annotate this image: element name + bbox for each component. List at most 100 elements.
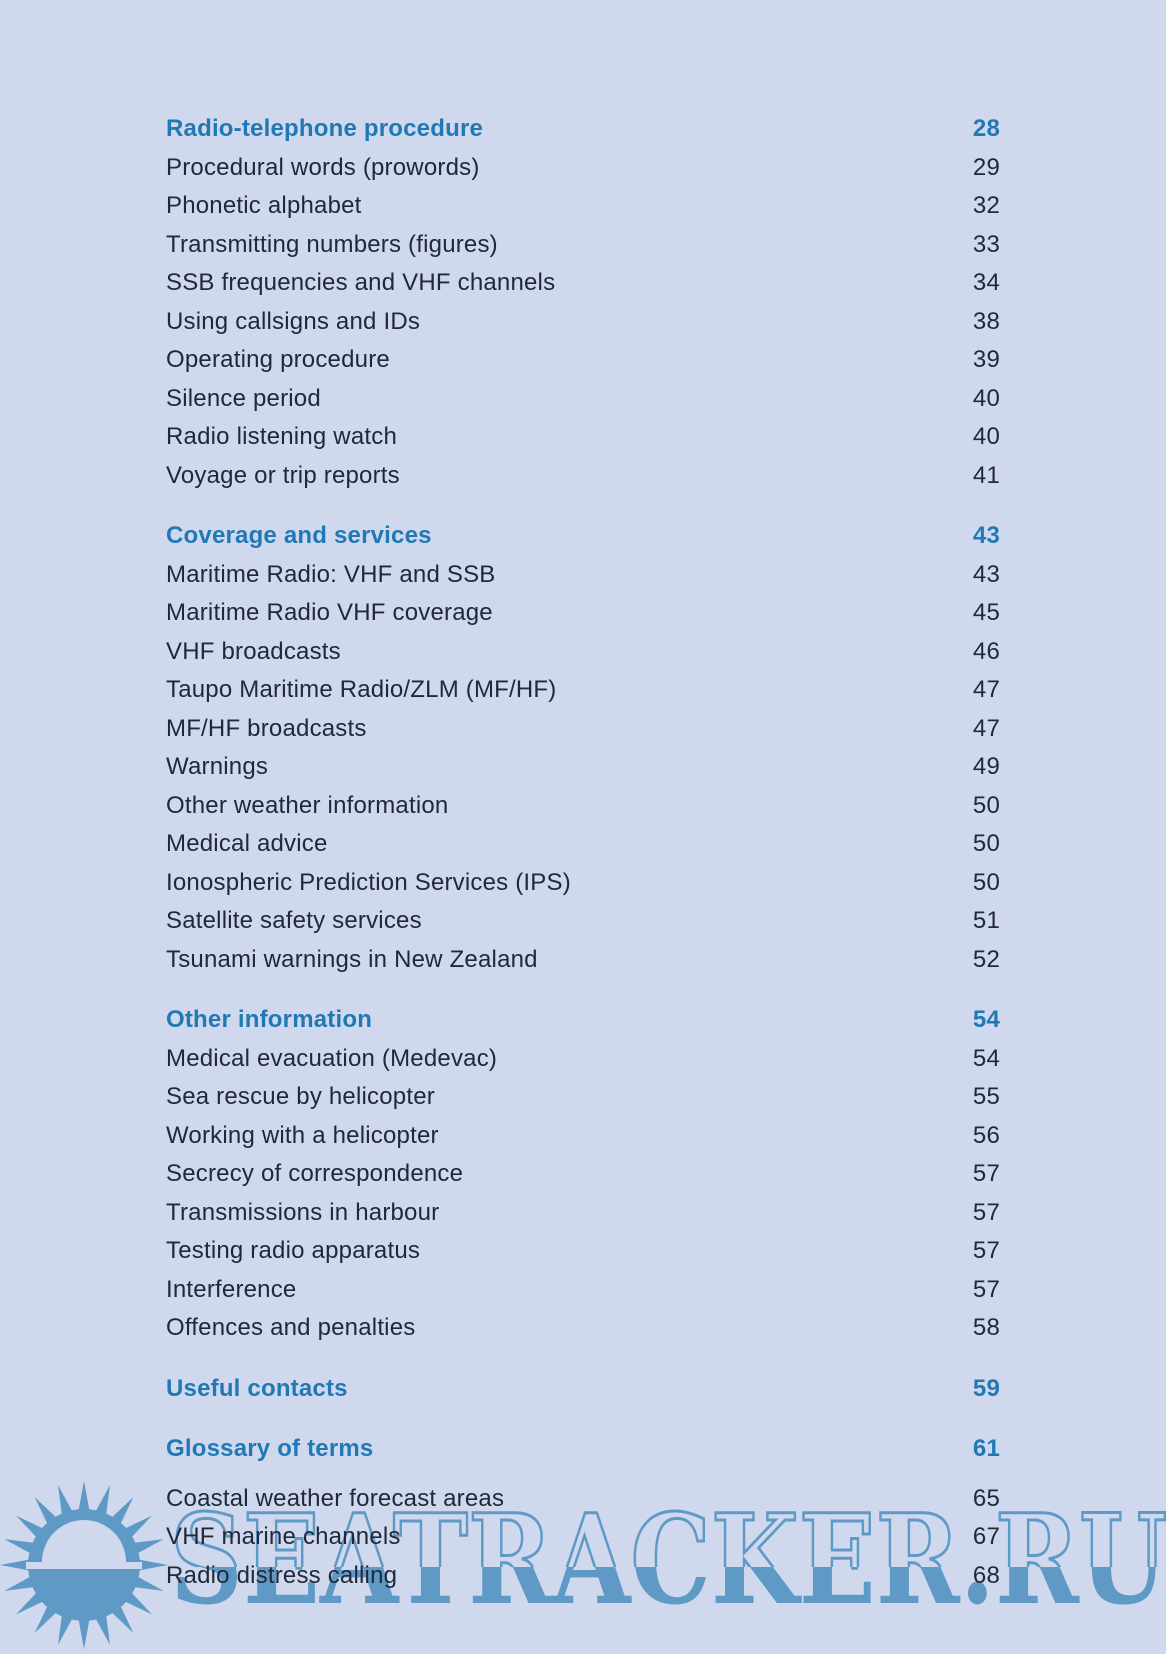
toc-entry-row: Maritime Radio: VHF and SSB 43 [166, 556, 1000, 595]
toc-entry-page: 40 [972, 423, 1000, 451]
toc-entry-label: VHF marine channels [166, 1523, 401, 1551]
toc-heading-row: Useful contacts 59 [166, 1370, 1000, 1409]
toc-section: Useful contacts 59 [166, 1370, 1000, 1409]
toc-entry-label: Procedural words (prowords) [166, 153, 480, 181]
toc-heading-page: 43 [972, 522, 1000, 550]
toc-entry-label: SSB frequencies and VHF channels [166, 269, 556, 297]
toc-entry-page: 54 [972, 1044, 1000, 1072]
toc-entry-page: 33 [972, 230, 1000, 258]
toc-entry-row: Working with a helicopter 56 [166, 1117, 1000, 1156]
toc-entry-row: MF/HF broadcasts 47 [166, 710, 1000, 749]
toc-entry-label: Medical evacuation (Medevac) [166, 1044, 498, 1072]
toc-entry-page: 46 [972, 637, 1000, 665]
toc-entry-label: Maritime Radio: VHF and SSB [166, 560, 496, 588]
toc-entry-label: Warnings [166, 753, 269, 781]
toc-entry-page: 57 [972, 1275, 1000, 1303]
toc-entry-row: Radio distress calling 68 [166, 1557, 1000, 1596]
toc-section: Coverage and services 43 Maritime Radio:… [166, 517, 1000, 979]
toc-entry-row: Transmissions in harbour 57 [166, 1194, 1000, 1233]
toc-entry-page: 45 [972, 599, 1000, 627]
toc-heading-page: 61 [972, 1435, 1000, 1463]
toc-entry-page: 58 [972, 1314, 1000, 1342]
toc-entry-row: Interference 57 [166, 1271, 1000, 1310]
toc-entry-page: 38 [972, 307, 1000, 335]
toc-section: Other information 54 Medical evacuation … [166, 1001, 1000, 1348]
sun-disc [28, 1509, 140, 1621]
toc-entry-page: 50 [972, 868, 1000, 896]
toc-heading-label: Glossary of terms [166, 1435, 374, 1463]
toc-entry-page: 32 [972, 192, 1000, 220]
toc-entry-label: Secrecy of correspondence [166, 1160, 464, 1188]
toc-entry-label: Testing radio apparatus [166, 1237, 421, 1265]
toc-entry-label: VHF broadcasts [166, 637, 341, 665]
toc-entry-page: 67 [972, 1523, 1000, 1551]
toc-entry-page: 68 [972, 1561, 1000, 1589]
toc-entry-row: Maritime Radio VHF coverage 45 [166, 594, 1000, 633]
toc-entry-row: Sea rescue by helicopter 55 [166, 1078, 1000, 1117]
toc-entry-label: Phonetic alphabet [166, 192, 362, 220]
toc-entry-label: Maritime Radio VHF coverage [166, 599, 493, 627]
toc-entry-page: 50 [972, 830, 1000, 858]
toc-entry-row: Silence period 40 [166, 380, 1000, 419]
toc-entry-row: Other weather information 50 [166, 787, 1000, 826]
toc-entry-label: Working with a helicopter [166, 1121, 439, 1149]
toc-entry-label: Satellite safety services [166, 907, 422, 935]
toc-entry-row: Operating procedure 39 [166, 341, 1000, 380]
toc-entry-row: Radio listening watch 40 [166, 418, 1000, 457]
toc-entry-label: Voyage or trip reports [166, 461, 400, 489]
toc-entry-page: 49 [972, 753, 1000, 781]
toc-entry-label: Ionospheric Prediction Services (IPS) [166, 868, 571, 896]
sun-waterline [26, 1562, 142, 1569]
toc-entry-label: Other weather information [166, 791, 449, 819]
toc-entry-page: 41 [972, 461, 1000, 489]
toc-entry-label: Medical advice [166, 830, 328, 858]
toc-entry-label: Transmitting numbers (figures) [166, 230, 498, 258]
toc-entry-row: Secrecy of correspondence 57 [166, 1155, 1000, 1194]
toc-heading-page: 54 [972, 1006, 1000, 1034]
toc-entry-page: 47 [972, 676, 1000, 704]
toc-entry-row: Testing radio apparatus 57 [166, 1232, 1000, 1271]
toc-entry-row: Taupo Maritime Radio/ZLM (MF/HF) 47 [166, 671, 1000, 710]
toc-entry-label: Using callsigns and IDs [166, 307, 421, 335]
toc-entry-page: 50 [972, 791, 1000, 819]
toc-heading-page: 59 [972, 1374, 1000, 1402]
toc-entry-label: Radio distress calling [166, 1561, 398, 1589]
toc-entry-label: Taupo Maritime Radio/ZLM (MF/HF) [166, 676, 557, 704]
toc-entry-page: 57 [972, 1160, 1000, 1188]
toc-entry-row: Medical evacuation (Medevac) 54 [166, 1040, 1000, 1079]
toc-entry-label: Coastal weather forecast areas [166, 1484, 505, 1512]
toc-entry-row: Using callsigns and IDs 38 [166, 303, 1000, 342]
toc-entry-label: Tsunami warnings in New Zealand [166, 945, 538, 973]
toc-entry-page: 39 [972, 346, 1000, 374]
toc-section: Radio-telephone procedure 28 Procedural … [166, 110, 1000, 495]
toc-heading-row: Glossary of terms 61 [166, 1430, 1000, 1469]
toc-heading-row: Other information 54 [166, 1001, 1000, 1040]
toc-entry-page: 57 [972, 1198, 1000, 1226]
sun-dome [42, 1520, 126, 1562]
toc-heading-label: Radio-telephone procedure [166, 115, 484, 143]
toc-entry-row: Phonetic alphabet 32 [166, 187, 1000, 226]
toc-entry-row: VHF marine channels 67 [166, 1518, 1000, 1557]
toc-entry-label: Radio listening watch [166, 423, 397, 451]
toc-heading-page: 28 [972, 115, 1000, 143]
toc-entry-label: Operating procedure [166, 346, 390, 374]
toc-heading-row: Radio-telephone procedure 28 [166, 110, 1000, 149]
toc-entry-label: Transmissions in harbour [166, 1198, 440, 1226]
toc-entry-row: Procedural words (prowords) 29 [166, 149, 1000, 188]
toc-entry-label: Offences and penalties [166, 1314, 416, 1342]
toc-entry-page: 65 [972, 1484, 1000, 1512]
toc-entry-row: Satellite safety services 51 [166, 902, 1000, 941]
toc-entry-label: Sea rescue by helicopter [166, 1083, 435, 1111]
sun-rays [0, 1481, 168, 1649]
toc-entry-page: 52 [972, 945, 1000, 973]
toc-entry-row: Voyage or trip reports 41 [166, 457, 1000, 496]
toc-entry-row: Transmitting numbers (figures) 33 [166, 226, 1000, 265]
toc-entry-page: 51 [972, 907, 1000, 935]
toc-entry-row: Tsunami warnings in New Zealand 52 [166, 941, 1000, 980]
toc-entry-page: 29 [972, 153, 1000, 181]
toc-entry-page: 56 [972, 1121, 1000, 1149]
toc-heading-row: Coverage and services 43 [166, 517, 1000, 556]
toc-heading-label: Useful contacts [166, 1374, 348, 1402]
toc-entry-row: Medical advice 50 [166, 825, 1000, 864]
